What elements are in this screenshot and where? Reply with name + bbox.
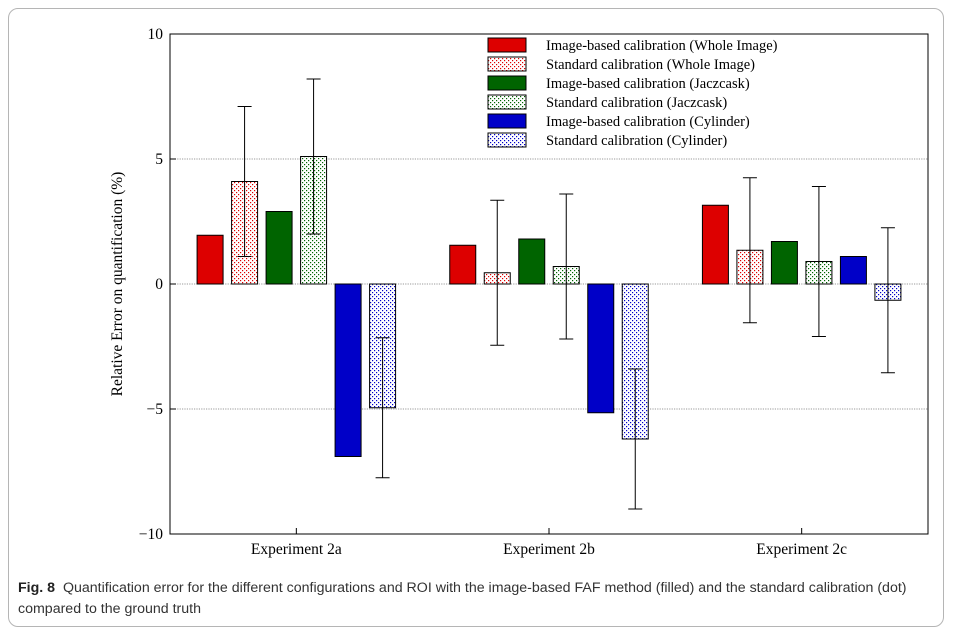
y-tick-label: −10	[139, 526, 163, 543]
legend-label: Standard calibration (Whole Image)	[546, 57, 755, 73]
y-axis-label: Relative Error on quantification (%)	[109, 172, 126, 397]
legend-label: Image-based calibration (Jaczcask)	[546, 76, 750, 92]
y-tick-label: 10	[148, 26, 164, 43]
x-tick-label: Experiment 2a	[251, 541, 342, 558]
legend-swatch	[487, 56, 527, 72]
bar	[265, 211, 293, 285]
axis-ticks: −10 −5 0 5 10 Experiment 2a Experiment 2b Exper…	[139, 26, 847, 558]
bar	[701, 204, 729, 285]
bar	[518, 238, 546, 285]
y-tick-label: −5	[147, 401, 164, 418]
legend-label: Image-based calibration (Cylinder)	[546, 114, 750, 130]
legend-swatch	[487, 113, 527, 129]
legend-label: Standard calibration (Cylinder)	[546, 133, 727, 149]
legend-swatch	[487, 132, 527, 148]
figure-label: Fig. 8	[18, 580, 56, 596]
bars	[196, 156, 902, 457]
legend-swatch	[487, 37, 527, 53]
legend-label: Standard calibration (Jaczcask)	[546, 95, 727, 111]
bar	[587, 283, 615, 414]
y-tick-label: 0	[155, 276, 163, 293]
figure-frame	[8, 8, 944, 627]
bar	[196, 234, 224, 285]
grid-lines	[170, 158, 928, 410]
legend-swatch	[487, 75, 527, 91]
legend-swatch	[487, 94, 527, 110]
legend-label: Image-based calibration (Whole Image)	[546, 38, 778, 54]
figure-caption: Fig. 8 Quantification error for the diff…	[18, 578, 938, 620]
bar	[839, 256, 867, 285]
error-bars	[237, 78, 895, 510]
x-tick-label: Experiment 2b	[503, 541, 595, 558]
x-tick-label: Experiment 2c	[756, 541, 847, 558]
bar	[449, 244, 477, 285]
bar	[770, 241, 798, 285]
bar	[334, 283, 362, 457]
legend: Image-based calibration (Whole Image) Sta…	[487, 37, 778, 149]
y-tick-label: 5	[155, 151, 163, 168]
caption-text: Quantification error for the different c…	[18, 580, 907, 617]
bar-chart: −10 −5 0 5 10 Experiment 2a Experiment 2b Exper…	[109, 26, 929, 558]
